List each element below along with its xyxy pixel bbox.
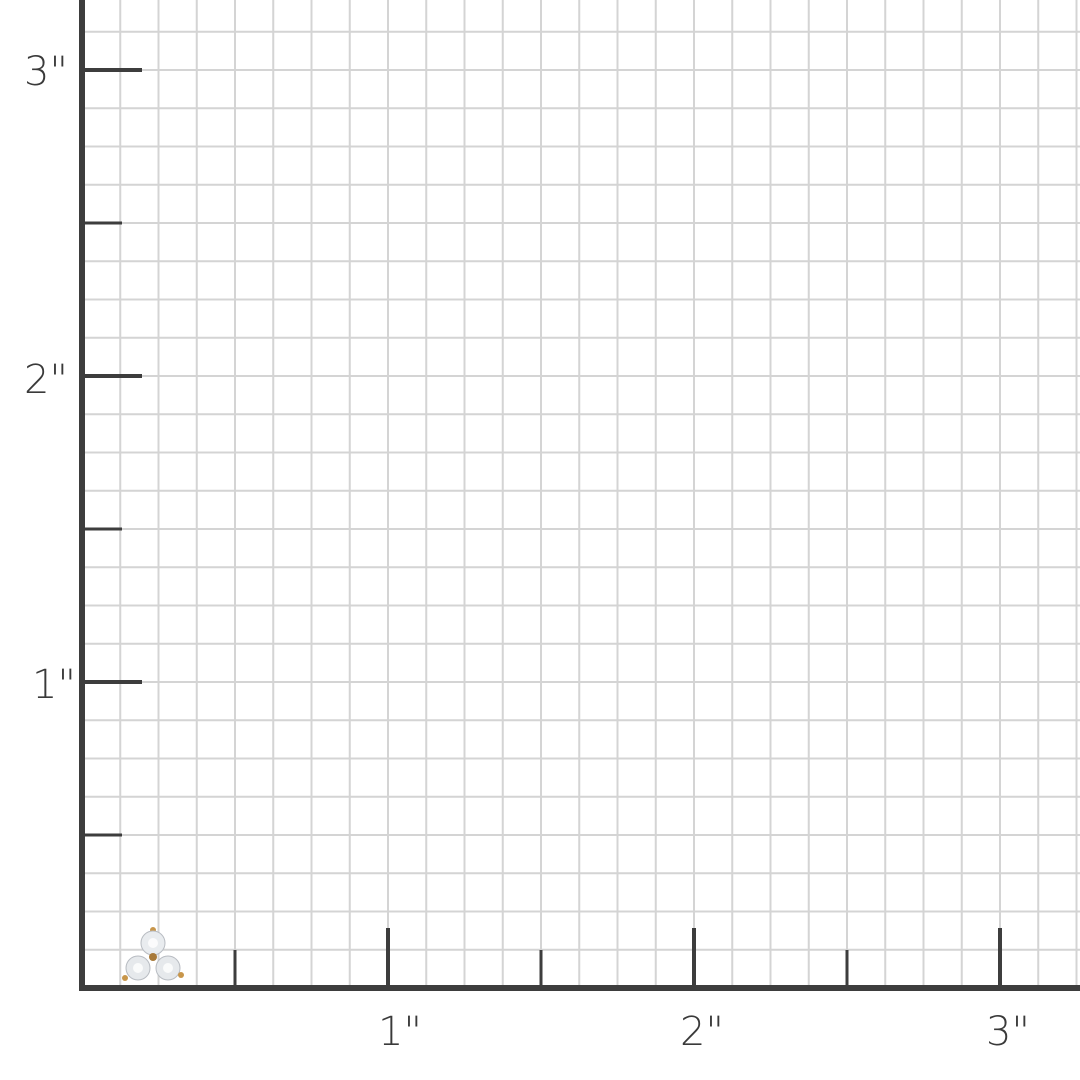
y-label-2: 2": [24, 357, 68, 403]
earring-icon: [122, 927, 184, 981]
x-label-3: 3": [986, 1009, 1030, 1055]
x-label-1: 1": [378, 1009, 422, 1055]
x-label-2: 2": [680, 1009, 724, 1055]
y-label-3: 3": [24, 49, 68, 95]
y-label-1: 1": [32, 662, 76, 708]
